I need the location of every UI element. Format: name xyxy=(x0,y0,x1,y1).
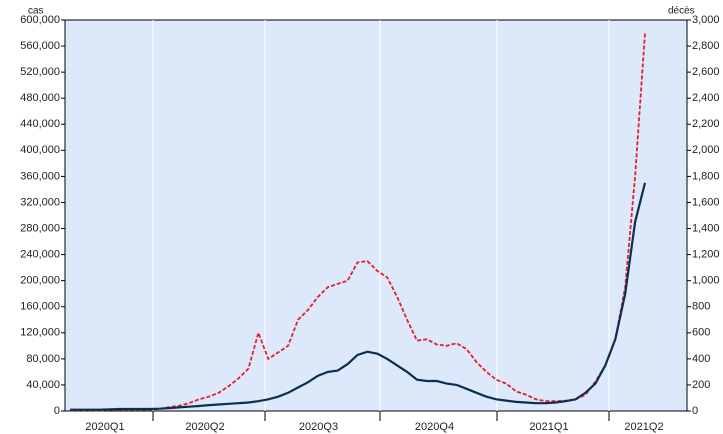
y2-tick-label: 0 xyxy=(692,405,698,417)
x-tick-label: 2020Q2 xyxy=(185,421,224,433)
x-tick-label: 2020Q1 xyxy=(85,421,124,433)
y-tick-label: 40,000 xyxy=(26,379,60,391)
y-tick-label: 120,000 xyxy=(20,327,60,339)
x-tick-label: 2021Q1 xyxy=(529,421,568,433)
y-tick-label: 160,000 xyxy=(20,301,60,313)
y-tick-label: 400,000 xyxy=(20,144,60,156)
y2-axis-label: décès xyxy=(668,6,695,17)
y-tick-label: 520,000 xyxy=(20,66,60,78)
y-tick-label: 80,000 xyxy=(26,353,60,365)
series-line xyxy=(70,32,646,412)
y-tick-label: 560,000 xyxy=(20,40,60,52)
y-tick-label: 360,000 xyxy=(20,170,60,182)
y2-tick-label: 3,000 xyxy=(692,14,720,26)
y-tick-label: 0 xyxy=(54,405,60,417)
series-line xyxy=(70,182,647,411)
y2-tick-label: 600 xyxy=(692,327,710,339)
y2-tick-label: 800 xyxy=(692,301,710,313)
y2-tick-label: 2,000 xyxy=(692,144,720,156)
y-tick-label: 320,000 xyxy=(20,196,60,208)
y2-tick-label: 400 xyxy=(692,353,710,365)
y2-tick-label: 2,800 xyxy=(692,40,720,52)
y-tick-label: 480,000 xyxy=(20,92,60,104)
y-tick-label: 200,000 xyxy=(20,275,60,287)
x-tick-label: 2020Q3 xyxy=(299,421,338,433)
y2-tick-label: 1,200 xyxy=(692,249,720,261)
x-tick-label: 2020Q4 xyxy=(415,421,454,433)
y-tick-label: 440,000 xyxy=(20,118,60,130)
y2-tick-label: 1,600 xyxy=(692,196,720,208)
y2-tick-label: 2,400 xyxy=(692,92,720,104)
plot-area xyxy=(64,19,688,412)
y2-tick-label: 1,000 xyxy=(692,275,720,287)
y-tick-label: 280,000 xyxy=(20,222,60,234)
y2-tick-label: 1,400 xyxy=(692,222,720,234)
y2-tick-label: 2,200 xyxy=(692,118,720,130)
x-tick-label: 2021Q2 xyxy=(624,421,663,433)
y-tick-label: 240,000 xyxy=(20,249,60,261)
y2-tick-label: 200 xyxy=(692,379,710,391)
y2-tick-label: 2,600 xyxy=(692,66,720,78)
y-tick-label: 600,000 xyxy=(20,14,60,26)
y2-tick-label: 1,800 xyxy=(692,170,720,182)
y-axis-label: cas xyxy=(28,6,44,17)
